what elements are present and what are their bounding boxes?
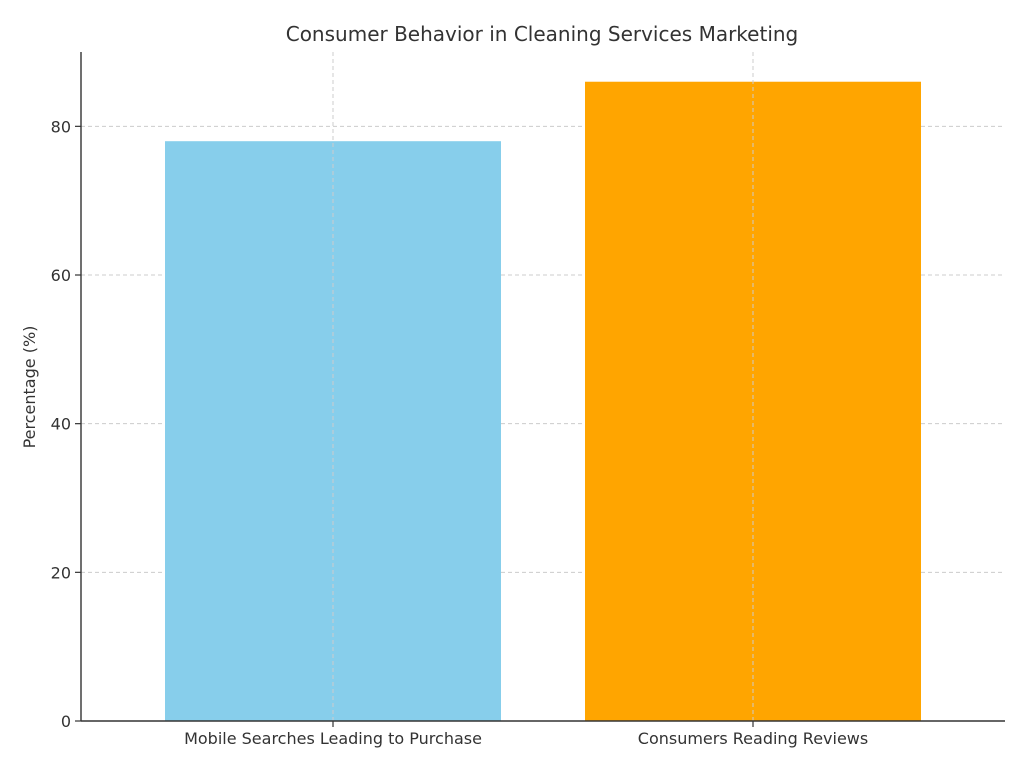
axes: [80, 52, 1005, 722]
y-tick-label: 80: [51, 117, 71, 136]
chart-title: Consumer Behavior in Cleaning Services M…: [286, 22, 799, 46]
y-tick-label: 40: [51, 415, 71, 434]
y-tick-label: 20: [51, 563, 71, 582]
x-ticks: Mobile Searches Leading to Purchase Consu…: [184, 721, 868, 748]
y-axis-label: Percentage (%): [20, 326, 39, 449]
y-tick-label: 0: [61, 712, 71, 731]
y-tick-label: 60: [51, 266, 71, 285]
bar: [585, 81, 921, 721]
y-ticks: 0 20 40 60 80: [51, 117, 81, 731]
x-tick-label: Mobile Searches Leading to Purchase: [184, 729, 482, 748]
bars: [165, 81, 921, 721]
x-tick-label: Consumers Reading Reviews: [638, 729, 868, 748]
